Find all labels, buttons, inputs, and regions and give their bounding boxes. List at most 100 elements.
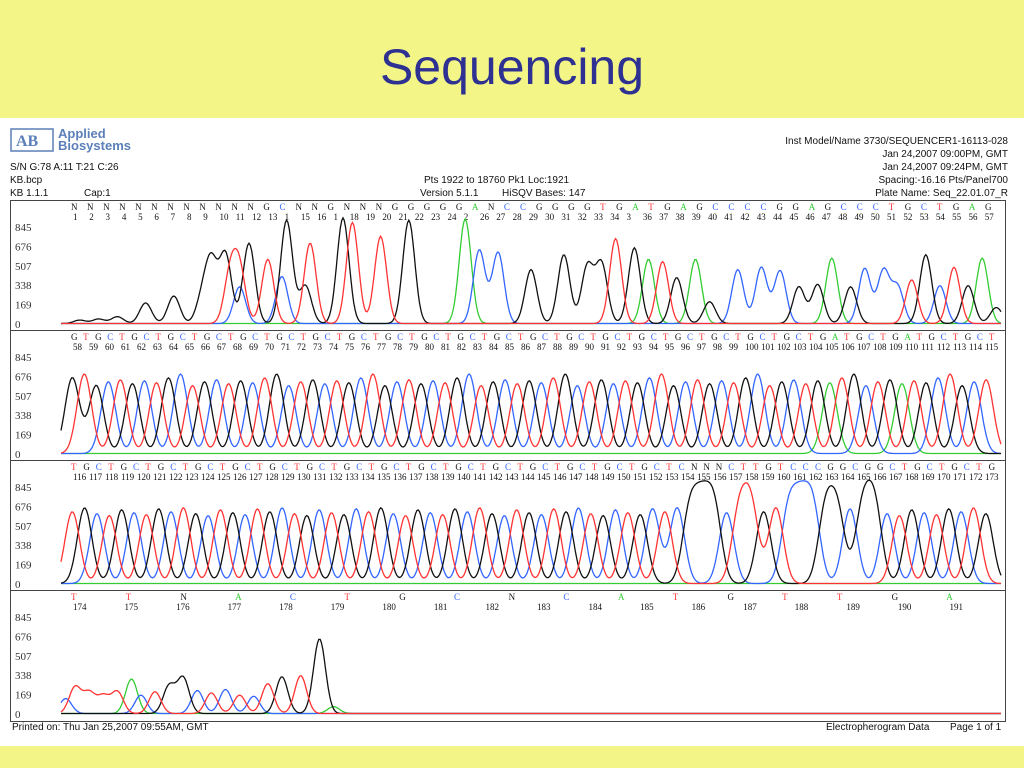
base-call-letter: T: [629, 462, 635, 472]
base-call-letter: T: [480, 462, 486, 472]
base-call-letter: G: [827, 462, 834, 472]
sn-counts: S/N G:78 A:11 T:21 C:26: [10, 162, 119, 173]
base-call-letter: G: [616, 202, 623, 212]
base-position-number: 187: [743, 602, 757, 612]
base-call-letter: C: [542, 332, 548, 342]
base-position-number: 137: [409, 472, 423, 482]
base-call-letter: G: [747, 332, 754, 342]
base-position-number: 162: [809, 472, 823, 482]
base-call-letter: C: [468, 462, 474, 472]
base-call-letter: G: [240, 332, 247, 342]
base-position-number: 26: [480, 212, 490, 222]
base-position-number: 107: [857, 342, 871, 352]
base-position-number: 48: [838, 212, 848, 222]
base-position-number: 44: [773, 212, 783, 222]
base-call-letter: G: [675, 332, 682, 342]
base-call-letter: G: [567, 462, 574, 472]
base-position-number: 183: [537, 602, 551, 612]
base-call-letter: N: [183, 202, 190, 212]
base-call-letter: G: [566, 332, 573, 342]
svg-text:AB: AB: [16, 133, 39, 150]
base-call-letter: G: [493, 462, 500, 472]
base-call-letter: G: [440, 202, 447, 212]
base-call-letter: C: [505, 462, 511, 472]
base-call-letter: T: [916, 332, 922, 342]
base-position-number: 133: [345, 472, 359, 482]
base-call-letter: C: [651, 332, 657, 342]
base-position-number: 47: [822, 212, 832, 222]
base-position-number: 134: [361, 472, 375, 482]
base-call-letter: N: [376, 202, 383, 212]
hisqv-bases: HiSQV Bases: 147: [502, 188, 586, 199]
base-call-letter: G: [204, 332, 211, 342]
base-call-letter: C: [143, 332, 149, 342]
base-call-letter: G: [953, 202, 960, 212]
base-position-number: 130: [297, 472, 311, 482]
base-call-letter: N: [509, 592, 516, 602]
base-call-letter: N: [180, 592, 187, 602]
base-position-number: 72: [297, 342, 306, 352]
footer-label: Electropherogram Data: [826, 722, 930, 733]
base-position-number: 28: [513, 212, 523, 222]
base-call-letter: N: [247, 202, 254, 212]
base-position-number: 3: [627, 212, 632, 222]
base-call-letter: G: [985, 202, 992, 212]
base-call-letter: T: [741, 462, 747, 472]
base-call-letter: T: [648, 202, 654, 212]
base-position-number: 30: [545, 212, 555, 222]
base-call-letter: N: [215, 202, 222, 212]
base-call-letter: C: [728, 202, 734, 212]
base-position-number: 50: [871, 212, 881, 222]
base-call-letter: T: [71, 462, 77, 472]
base-call-letter: G: [530, 332, 537, 342]
base-position-number: 19: [366, 212, 376, 222]
base-call-letter: C: [325, 332, 331, 342]
base-position-number: 98: [713, 342, 723, 352]
base-position-number: 190: [898, 602, 912, 612]
base-position-number: 147: [569, 472, 583, 482]
base-position-number: 31: [561, 212, 570, 222]
base-position-number: 52: [903, 212, 912, 222]
y-tick-label: 169: [15, 560, 32, 572]
base-position-number: 179: [331, 602, 345, 612]
base-call-letter: G: [965, 332, 972, 342]
trace-C: [60, 688, 1001, 715]
base-position-number: 92: [617, 342, 626, 352]
base-position-number: 3: [106, 212, 111, 222]
base-call-letter: T: [192, 332, 198, 342]
y-tick-label: 507: [15, 651, 32, 663]
base-call-letter: T: [778, 462, 784, 472]
base-position-number: 124: [201, 472, 215, 482]
base-call-letter: G: [313, 332, 320, 342]
base-position-number: 185: [640, 602, 654, 612]
base-call-letter: C: [133, 462, 139, 472]
base-position-number: 151: [633, 472, 647, 482]
base-call-letter: A: [809, 202, 816, 212]
base-call-letter: G: [263, 202, 270, 212]
base-position-number: 10: [220, 212, 230, 222]
base-call-letter: N: [716, 462, 723, 472]
y-tick-label: 169: [15, 300, 32, 312]
base-position-number: 153: [665, 472, 679, 482]
base-call-letter: N: [360, 202, 367, 212]
base-position-number: 69: [249, 342, 259, 352]
y-tick-label: 0: [15, 709, 21, 721]
base-position-number: 126: [233, 472, 247, 482]
base-call-letter: C: [868, 332, 874, 342]
base-call-letter: C: [290, 592, 296, 602]
trace-panel-4: 0 169 338 507 676 845 T T N A C T G C N C A T G T T G A 174 175 1…: [10, 590, 1006, 722]
base-call-letter: C: [889, 462, 895, 472]
base-call-letter: C: [470, 332, 476, 342]
base-position-number: 143: [505, 472, 519, 482]
base-call-letter: T: [300, 332, 306, 342]
base-position-number: 181: [434, 602, 448, 612]
base-call-letter: N: [312, 202, 319, 212]
base-position-number: 20: [382, 212, 392, 222]
trace-G: [61, 638, 1001, 715]
y-tick-label: 676: [15, 501, 32, 513]
base-call-letter: T: [145, 462, 151, 472]
plate-name: Plate Name: Seq_22.01.07_R: [875, 188, 1008, 199]
